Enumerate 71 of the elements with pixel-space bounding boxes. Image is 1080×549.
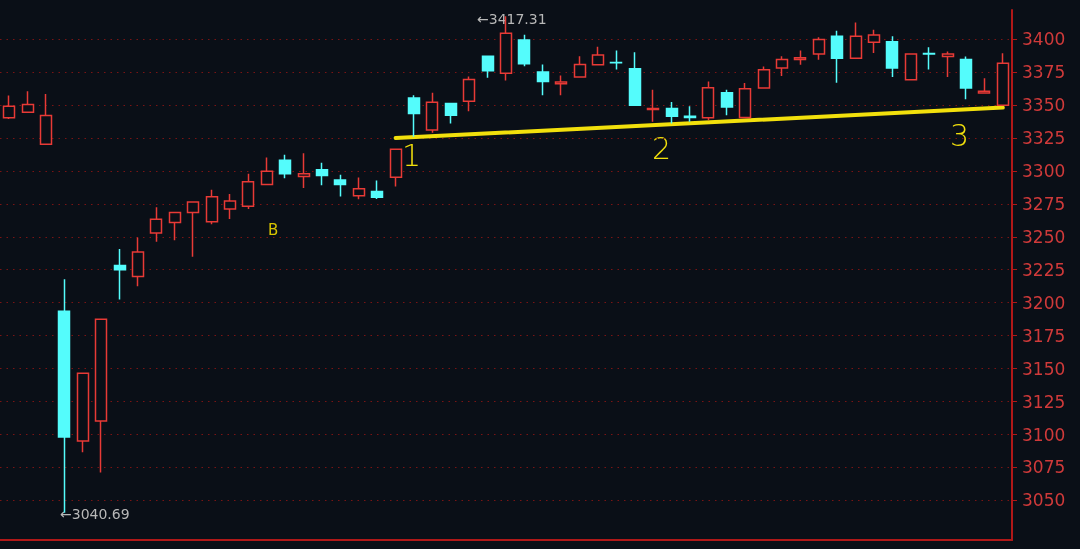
candlestick <box>241 173 255 210</box>
candlestick <box>205 189 219 225</box>
annotation: 1 <box>402 137 422 173</box>
candlestick <box>168 211 182 241</box>
candlestick <box>720 88 734 116</box>
candlestick <box>517 33 531 67</box>
candlestick <box>297 152 311 189</box>
annotation: 2 <box>652 130 672 166</box>
y-tick-label: 3250 <box>1022 226 1066 247</box>
candlestick <box>113 248 127 301</box>
candlestick <box>867 29 881 54</box>
y-tick-label: 3125 <box>1022 391 1066 412</box>
candlestick <box>352 176 366 200</box>
candlestick <box>941 50 955 78</box>
candlestick <box>131 236 145 287</box>
candlestick <box>389 148 403 188</box>
candlestick <box>223 193 237 220</box>
candlestick <box>407 94 421 138</box>
candlestick <box>591 45 605 66</box>
candlestick <box>462 75 476 112</box>
candlestick <box>665 101 679 125</box>
candlestick <box>425 91 439 134</box>
annotation: ←3040.69 <box>60 506 130 522</box>
candlestick <box>812 36 826 61</box>
candlestick <box>333 174 347 198</box>
candlestick <box>701 80 715 121</box>
candlestick <box>370 179 384 200</box>
candlestick <box>149 206 163 243</box>
y-tick-label: 3350 <box>1022 94 1066 115</box>
y-tick-label: 3400 <box>1022 29 1066 50</box>
candlestick <box>21 90 35 113</box>
y-tick-label: 3300 <box>1022 160 1066 181</box>
candlestick <box>977 77 991 94</box>
candlestick <box>775 55 789 77</box>
candlestick <box>260 156 274 186</box>
y-tick-label: 3225 <box>1022 259 1066 280</box>
candlestick <box>646 88 660 123</box>
candlestick <box>738 82 752 119</box>
candlestick <box>315 161 329 186</box>
candlestick <box>885 35 899 78</box>
candlestick <box>959 55 973 101</box>
y-tick-label: 3100 <box>1022 424 1066 445</box>
candlestick <box>996 52 1010 107</box>
candlestick <box>793 49 807 66</box>
y-tick-label: 3375 <box>1022 61 1066 82</box>
y-tick-label: 3050 <box>1022 490 1066 511</box>
candlestick <box>757 65 771 89</box>
candlestick <box>76 372 90 454</box>
candlestick <box>609 49 623 71</box>
candlestick <box>573 55 587 78</box>
y-tick-label: 3150 <box>1022 358 1066 379</box>
y-tick-label: 3200 <box>1022 292 1066 313</box>
candlestick <box>830 29 844 84</box>
candlestick <box>186 201 200 258</box>
candlestick <box>278 153 292 179</box>
candlestick <box>39 93 53 145</box>
annotation: B <box>268 220 279 239</box>
y-tick-label: 3175 <box>1022 325 1066 346</box>
candlestick <box>904 53 918 81</box>
y-tick-label: 3075 <box>1022 457 1066 478</box>
candlestick <box>481 55 495 79</box>
candlestick <box>94 318 108 474</box>
candlestick <box>849 21 863 59</box>
y-tick-label: 3325 <box>1022 127 1066 148</box>
candlestick <box>922 46 936 71</box>
candlestick <box>536 63 550 97</box>
annotation: 3 <box>950 117 970 153</box>
candlestick <box>554 74 568 97</box>
candlestick <box>628 51 642 107</box>
y-tick-label: 3275 <box>1022 193 1066 214</box>
candlestick <box>444 102 458 125</box>
